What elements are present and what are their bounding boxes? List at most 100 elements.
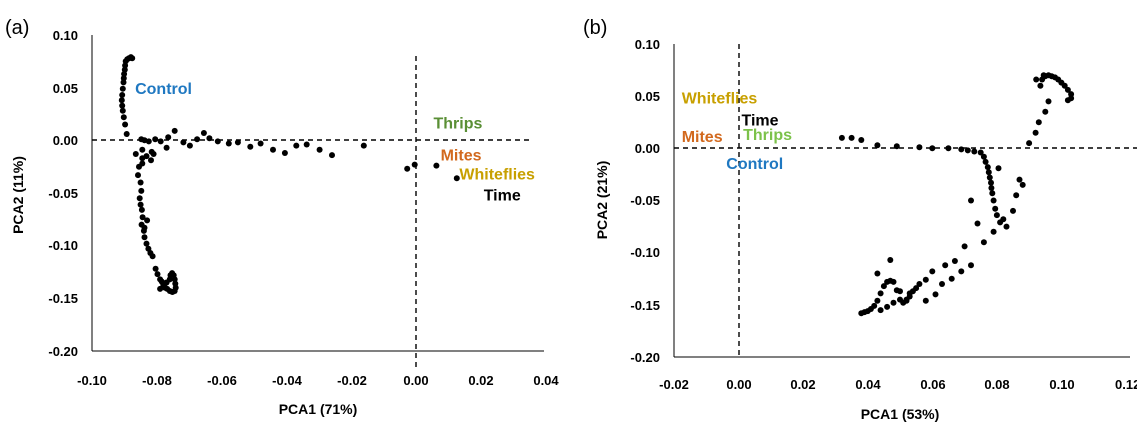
panel-b-annotation-mites: Mites: [682, 129, 723, 146]
panel-b-data-point: [995, 165, 1002, 172]
panel-a-ytick-label: -0.05: [48, 186, 78, 201]
panel-b-annotation-control: Control: [726, 156, 783, 173]
panel-b-data-point: [988, 179, 994, 186]
panel-b-data-point: [968, 197, 974, 204]
panel-b-data-point: [893, 143, 900, 150]
panel-b-x-ticks: -0.02 0.00 0.02 0.04 0.06 0.08 0.10 0.12: [659, 377, 1137, 392]
panel-b-data-point: [877, 307, 884, 314]
panel-b-data-point: [988, 185, 995, 191]
panel-a-data-point: [225, 140, 232, 147]
panel-a-data-point: [139, 214, 146, 221]
panel-a-data-point: [129, 55, 136, 62]
panel-a-ytick-label: 0.05: [53, 81, 78, 96]
panel-b-data-point: [1003, 223, 1010, 230]
panel-a-annotation-time: Time: [484, 187, 521, 204]
panel-a-data-point: [171, 127, 178, 134]
panel-b-y-ticks: 0.10 0.05 0.00 -0.05 -0.10 -0.15 -0.20: [630, 37, 660, 365]
panel-b-data-point: [992, 205, 999, 212]
panel-a-data-point: [214, 138, 221, 145]
panel-b-data-point: [1040, 72, 1047, 79]
panel-b-annotation-whiteflies: Whiteflies: [682, 91, 758, 108]
panel-a-ytick-label: -0.20: [48, 344, 78, 359]
panel-b-data-point: [964, 147, 971, 154]
panel-a-y-axis-label: PCA2 (11%): [10, 156, 26, 234]
panel-a-data-point: [194, 136, 201, 143]
panel-a-data-point: [120, 79, 127, 86]
panel-a-xtick-label: -0.06: [207, 373, 237, 388]
panel-b-data-point: [1064, 86, 1071, 93]
panel-a-data-point: [206, 135, 213, 142]
panel-a-data-point: [118, 97, 125, 104]
panel-b-data-point: [993, 212, 1000, 219]
panel-b-data-point: [948, 275, 955, 282]
panel-a-data-point: [152, 265, 159, 272]
panel-b-label: (b): [583, 17, 607, 39]
panel-b-data-point: [922, 276, 929, 283]
panel-b-data-point: [838, 134, 845, 141]
panel-b-data-point: [961, 243, 968, 250]
panel-b-annotations: Whiteflies Time Mites Thrips Control: [682, 91, 792, 174]
panel-b-data-point: [977, 149, 984, 156]
panel-b-data-point: [929, 145, 936, 152]
panel-b-data-point: [848, 134, 855, 141]
panel-a-data-point: [404, 165, 411, 172]
panel-b-ytick-label: 0.05: [635, 89, 660, 104]
panel-b-data-point: [1061, 82, 1068, 89]
panel-b-data-point: [884, 303, 891, 310]
panel-b-annotation-time: Time: [742, 112, 779, 129]
panel-a-data-point: [119, 107, 126, 114]
panel-a-data-point: [119, 102, 126, 109]
panel-a-label: (a): [5, 17, 29, 39]
panel-a-data-point: [137, 179, 144, 186]
panel-b-data-point: [990, 197, 997, 204]
panel-b-data-point: [897, 288, 903, 295]
panel-a-data-point: [119, 92, 126, 98]
panel-a-data-point: [137, 201, 144, 208]
panel-b-data-point: [1010, 207, 1016, 214]
panel-a-data-point: [122, 121, 129, 128]
panel-b-data-point: [890, 299, 897, 306]
panel-a-xtick-label: -0.08: [142, 373, 172, 388]
panel-b-data-point: [971, 148, 978, 155]
panel-b-data-point: [1013, 192, 1020, 199]
panel-a-data-point: [143, 240, 150, 247]
panel-a-data-point: [270, 146, 276, 153]
panel-a-data-point: [411, 161, 418, 168]
panel-b: (b) 0.10 0.05 0.00 -0.05 -0.10 -0.15 -0.…: [583, 17, 1137, 422]
panel-b-data-point: [1016, 176, 1023, 183]
panel-a-data-point: [257, 140, 264, 147]
panel-b-data-point: [874, 297, 881, 304]
panel-b-data-point: [922, 297, 929, 304]
panel-b-data-point: [874, 270, 881, 277]
panel-a-data-point: [281, 150, 288, 156]
panel-b-data-point: [945, 145, 952, 152]
panel-b-data-point: [1019, 181, 1026, 188]
panel-a-data-point: [148, 157, 154, 164]
panel-a-ytick-label: -0.10: [48, 238, 78, 253]
panel-b-xtick-label: -0.02: [659, 377, 689, 392]
panel-a-annotation-thrips: Thrips: [434, 116, 483, 133]
panel-a-data-point: [139, 155, 146, 162]
panel-b-data-point: [986, 174, 993, 181]
panel-a-x-axis-label: PCA1 (71%): [279, 401, 358, 417]
panel-b-xtick-label: 0.08: [984, 377, 1009, 392]
panel-b-data-point: [880, 283, 887, 290]
panel-b-data-point: [897, 296, 903, 303]
panel-b-data-point: [858, 310, 865, 317]
panel-b-points: [838, 72, 1075, 317]
panel-b-data-point: [1026, 140, 1033, 147]
panel-b-ytick-label: -0.20: [630, 350, 660, 365]
panel-a-xtick-label: -0.04: [272, 373, 302, 388]
panel-b-data-point: [989, 190, 996, 197]
panel-b-data-point: [990, 228, 997, 235]
panel-a-annotation-whiteflies: Whiteflies: [459, 166, 535, 183]
panel-b-xtick-label: 0.00: [726, 377, 751, 392]
panel-a-data-point: [316, 146, 323, 153]
panel-b-data-point: [884, 278, 891, 285]
panel-b-data-point: [916, 281, 923, 287]
panel-b-data-point: [1035, 119, 1042, 126]
panel-b-data-point: [887, 257, 894, 263]
panel-a: (a) 0.10 0.05 0.00 -0.05 -0.10 -0.15 -0.…: [5, 17, 559, 417]
panel-b-annotation-thrips: Thrips: [743, 127, 792, 144]
